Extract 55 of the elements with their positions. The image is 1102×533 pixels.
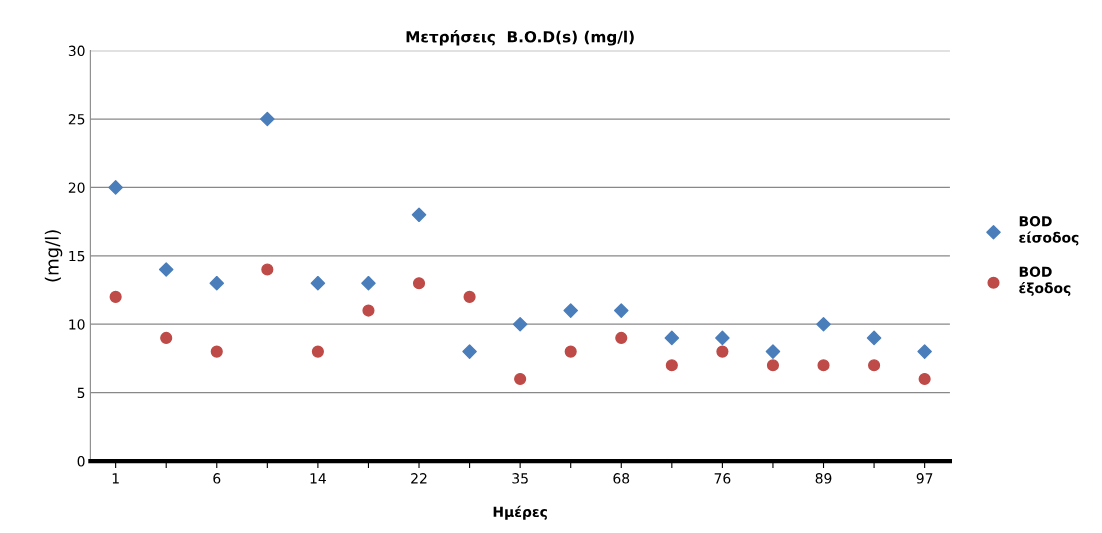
point (108, 180, 123, 195)
point (665, 359, 678, 372)
point (260, 111, 275, 127)
point (512, 316, 528, 332)
y-axis-title: (mg/l) (44, 230, 63, 282)
point (615, 331, 628, 344)
point (463, 290, 476, 303)
point (564, 345, 577, 358)
chart-title: Μετρήσεις B.O.D(s) (mg/l) (406, 30, 634, 46)
point (210, 345, 223, 358)
point (362, 304, 375, 317)
point (160, 331, 173, 344)
x-tick-label: 68 (613, 473, 630, 484)
point (412, 277, 426, 290)
point (866, 330, 882, 346)
x-axis-title: Ημέρες (493, 505, 547, 520)
point (715, 330, 730, 346)
x-tick-label: 97 (916, 473, 933, 484)
point (261, 263, 274, 276)
point (766, 359, 780, 372)
x-tick-label: 6 (213, 473, 221, 484)
x-tick-label: 76 (714, 473, 731, 484)
y-tick-label: 20 (68, 182, 85, 193)
point (563, 303, 578, 318)
point (917, 344, 932, 359)
point (411, 207, 427, 223)
point (209, 275, 225, 291)
point (816, 316, 831, 332)
x-tick-label: 14 (310, 473, 326, 484)
y-tick-label: 30 (68, 45, 85, 57)
point (613, 303, 629, 318)
point (361, 275, 376, 291)
x-tick-label: 35 (512, 473, 528, 484)
point (109, 290, 122, 303)
point (765, 344, 781, 359)
point (462, 344, 477, 359)
point (817, 359, 830, 372)
point (918, 372, 931, 386)
point (514, 372, 527, 386)
point (311, 345, 324, 358)
point (868, 359, 881, 372)
y-tick-label: 15 (69, 250, 85, 262)
point (664, 330, 680, 346)
y-tick-label: 0 (77, 456, 85, 467)
point (716, 345, 729, 358)
legend-label: BOD είσοδος (1019, 216, 1079, 246)
point (310, 275, 326, 291)
point (158, 262, 174, 277)
y-tick-label: 25 (68, 114, 85, 125)
x-tick-label: 22 (411, 473, 427, 484)
y-tick-label: 5 (77, 387, 85, 399)
legend-label: BOD έξοδος (1019, 266, 1071, 296)
x-tick-label: 1 (112, 473, 119, 484)
y-tick-label: 10 (69, 319, 85, 330)
x-tick-label: 89 (815, 473, 832, 484)
